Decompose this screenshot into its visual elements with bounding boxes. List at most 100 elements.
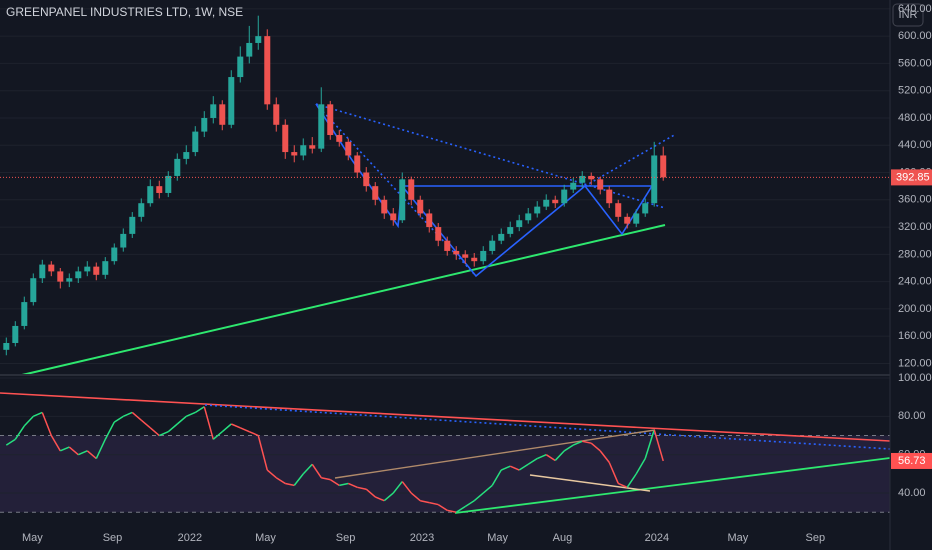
candle-body xyxy=(408,179,415,200)
rsi-segment xyxy=(455,505,466,513)
rsi-segment xyxy=(203,406,214,440)
candle-body xyxy=(435,227,442,241)
y-tick-label: 160.00 xyxy=(898,330,932,342)
currency-button[interactable] xyxy=(892,3,924,27)
x-tick-label: May xyxy=(487,532,508,544)
candle-body xyxy=(507,227,514,234)
rsi-segment xyxy=(329,479,340,487)
rsi-segment xyxy=(59,446,70,452)
rsi-segment xyxy=(420,500,430,504)
rsi-segment xyxy=(563,444,574,452)
y-tick-label: 100.00 xyxy=(898,372,932,384)
candle-body xyxy=(102,261,109,275)
candle-body xyxy=(66,278,73,282)
rsi-segment xyxy=(311,463,322,479)
candle-body xyxy=(606,189,613,204)
candle-body xyxy=(615,203,622,217)
rsi-segment xyxy=(536,454,547,460)
rsi-support-line xyxy=(454,457,891,514)
rsi-segment xyxy=(230,423,241,429)
rsi-segment xyxy=(212,431,223,440)
y-tick-label: 520.00 xyxy=(898,85,932,97)
candle-body xyxy=(183,152,190,159)
candle-body xyxy=(426,213,433,228)
candle-body xyxy=(21,302,28,326)
candle-body xyxy=(579,175,586,183)
candle-body xyxy=(12,325,19,343)
rsi-segment xyxy=(33,411,43,418)
rsi-segment xyxy=(635,458,646,475)
rsi-segment xyxy=(41,412,52,436)
rsi-segment xyxy=(321,476,331,481)
y-tick-label: 40.00 xyxy=(898,487,926,499)
candle-body xyxy=(138,203,145,217)
rsi-value-box xyxy=(891,452,932,469)
candle-body xyxy=(291,152,298,156)
rsi-segment xyxy=(482,484,493,494)
candle-body xyxy=(39,264,46,279)
rsi-segment xyxy=(50,435,61,452)
rsi-segment xyxy=(518,463,529,471)
rsi-segment xyxy=(248,430,259,437)
candle-body xyxy=(147,186,154,204)
candle-body xyxy=(264,36,271,105)
rsi-segment xyxy=(357,486,367,490)
candle-body xyxy=(57,271,64,282)
rsi-segment xyxy=(275,477,286,485)
candle-body xyxy=(480,250,487,262)
candle-body xyxy=(642,203,649,214)
x-tick-label: Sep xyxy=(806,532,826,544)
currency-label[interactable]: INR xyxy=(899,9,918,21)
rsi-segment xyxy=(77,450,88,456)
candle-body xyxy=(93,266,100,275)
rsi-segment xyxy=(582,440,592,444)
rsi-segment xyxy=(545,454,556,462)
rsi-segment xyxy=(554,450,565,461)
candle-body xyxy=(327,104,334,136)
candle-body xyxy=(543,199,550,207)
candle-body xyxy=(633,213,640,224)
candle-body xyxy=(381,199,388,214)
rsi-segment xyxy=(339,482,349,487)
rsi-segment xyxy=(590,442,601,452)
candle-body xyxy=(561,189,568,204)
x-tick-label: Sep xyxy=(103,532,123,544)
candle-body xyxy=(489,240,496,251)
candle-body xyxy=(660,155,667,178)
rsi-value-label: 56.73 xyxy=(898,455,926,467)
chart-title: GREENPANEL INDUSTRIES LTD, 1W, NSE xyxy=(6,5,243,19)
y-tick-label: 280.00 xyxy=(898,248,932,260)
candle-body xyxy=(624,216,631,224)
rsi-segment xyxy=(447,509,457,513)
candle-body xyxy=(498,233,505,241)
rsi-trend-line xyxy=(0,392,891,442)
rsi-segment xyxy=(608,462,619,484)
y-tick-label: 240.00 xyxy=(898,276,932,288)
candle-body xyxy=(174,158,181,176)
x-tick-label: Aug xyxy=(553,532,573,544)
rsi-segment xyxy=(86,450,97,460)
candle-body xyxy=(552,199,559,204)
rsi-segment xyxy=(527,457,538,465)
candle-body xyxy=(210,104,217,118)
rsi-segment xyxy=(401,481,412,494)
y-tick-label: 640.00 xyxy=(898,3,932,15)
candle-body xyxy=(336,135,343,142)
candle-body xyxy=(453,250,460,255)
candle-body xyxy=(255,36,262,43)
y-tick-label: 480.00 xyxy=(898,112,932,124)
candle-body xyxy=(300,145,307,156)
dotted-line xyxy=(315,103,666,209)
rsi-segment xyxy=(194,406,205,414)
candle-body xyxy=(30,278,37,303)
rsi-segment xyxy=(437,503,448,511)
candle-body xyxy=(309,145,316,149)
rsi-segment xyxy=(176,415,187,425)
rsi-segment xyxy=(23,415,34,427)
candle-body xyxy=(120,233,127,248)
rsi-segment xyxy=(464,500,475,508)
rsi-segment xyxy=(347,482,358,488)
rsi-segment xyxy=(158,430,169,437)
rsi-segment xyxy=(374,496,385,502)
